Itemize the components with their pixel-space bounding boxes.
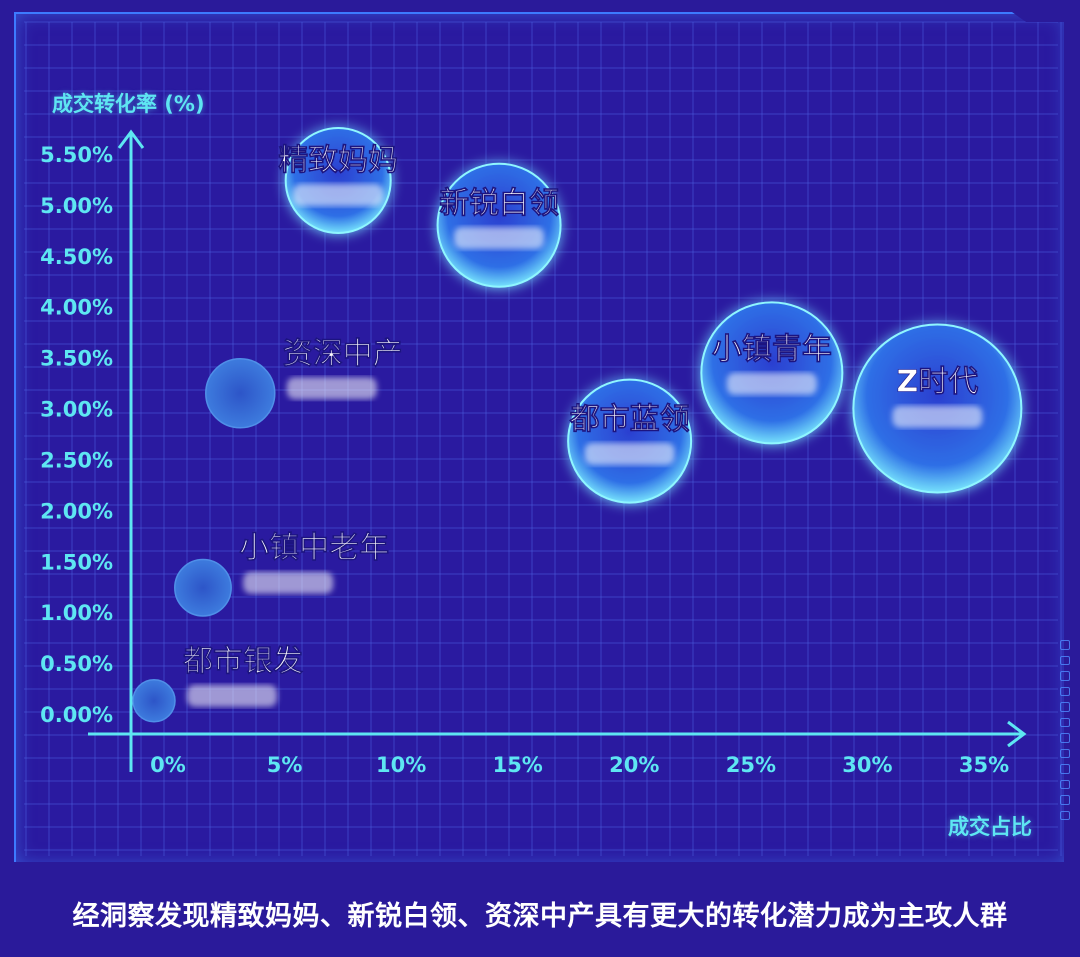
bubble-label: 新锐白领 [439,186,559,221]
bubble-label: 都市蓝领 [569,402,690,437]
y-tick-label: 0.00% [40,703,113,727]
blurred-value [726,372,817,395]
x-tick-label: 25% [726,753,776,777]
bubble-point: 新锐白领 [436,162,562,288]
x-tick-label: 0% [150,753,186,777]
x-tick-label: 30% [842,753,892,777]
y-tick-label: 1.50% [40,550,113,574]
x-tick-label: 15% [493,753,543,777]
x-tick-label: 5% [267,753,303,777]
bubble-label: 都市银发 [182,644,303,679]
chart-panel: 0.00% 0.50% 1.00% 1.50% 2.00% 2.50% 3.00% 3.50%… [14,12,1064,862]
y-tick-label: 4.00% [40,296,113,320]
y-tick-label: 0.50% [40,652,113,676]
blurred-value [584,442,675,465]
bubble-point: 都市银发 [132,643,303,723]
panel-edge-decoration [1060,640,1070,820]
bubble-point: 小镇中老年 [174,530,389,617]
y-tick-label: 5.50% [40,143,113,167]
blurred-value [454,226,545,249]
blurred-value [243,571,334,594]
blurred-value [293,183,384,206]
y-axis-title: 成交转化率 (%) [52,92,205,116]
bubble-point: 资深中产 [205,336,403,429]
bubble-label: Z时代 [896,365,978,400]
bubble-point: 都市蓝领 [567,378,693,504]
y-tick-label: 4.50% [40,245,113,269]
caption: 经洞察发现精致妈妈、新锐白领、资深中产具有更大的转化潜力成为主攻人群 [72,901,1008,932]
y-tick-label: 2.00% [40,499,113,523]
y-tick-label: 1.00% [40,601,113,625]
y-tick-label: 3.00% [40,398,113,422]
bubble [567,378,693,504]
y-tick-label: 5.00% [40,194,113,218]
bubble-chart: 0.00% 0.50% 1.00% 1.50% 2.00% 2.50% 3.00% 3.50%… [24,21,1062,856]
bubble-point: 小镇青年 [700,301,844,445]
bubble-label: 小镇青年 [712,332,832,367]
y-tick-label: 3.50% [40,347,113,371]
blurred-value [892,405,983,428]
y-tick-label: 2.50% [40,448,113,472]
bubble-label: 精致妈妈 [278,143,398,178]
bubble [205,358,276,429]
grid [24,21,1062,856]
bubble [174,558,232,617]
bubble [284,126,392,234]
x-tick-label: 20% [609,753,659,777]
x-axis-arrow [1007,720,1027,748]
x-tick-label: 10% [376,753,426,777]
blurred-value [286,377,377,400]
bubble-label: 资深中产 [283,336,403,371]
y-axis-arrow [117,129,145,149]
x-axis-title: 成交占比 [948,815,1032,839]
bubble [436,162,562,288]
x-tick-label: 35% [959,753,1009,777]
blurred-value [187,684,278,707]
bubble-point: Z时代 [852,323,1023,494]
bubble [132,679,176,723]
bubble-label: 小镇中老年 [239,531,389,566]
bubble-point: 精致妈妈 [278,126,398,234]
